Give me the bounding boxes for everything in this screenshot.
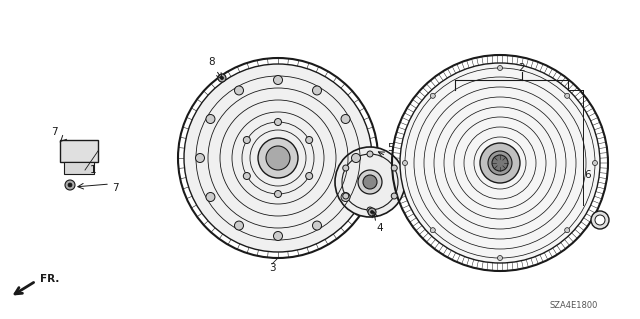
Circle shape [234, 221, 243, 230]
Circle shape [312, 86, 321, 95]
Circle shape [335, 147, 405, 217]
Bar [64, 162, 94, 174]
Circle shape [343, 165, 349, 171]
Circle shape [306, 173, 313, 180]
Circle shape [275, 118, 282, 125]
Circle shape [343, 193, 349, 199]
Circle shape [391, 193, 397, 199]
Circle shape [591, 211, 609, 229]
Circle shape [564, 228, 570, 233]
Circle shape [206, 192, 215, 202]
Circle shape [65, 180, 75, 190]
Text: 2: 2 [518, 63, 525, 73]
Circle shape [480, 143, 520, 183]
Circle shape [221, 77, 223, 79]
Circle shape [358, 170, 382, 194]
Circle shape [351, 153, 360, 162]
Circle shape [564, 93, 570, 98]
Circle shape [367, 207, 373, 213]
Circle shape [430, 93, 435, 98]
Text: 6: 6 [585, 170, 591, 180]
Circle shape [266, 146, 290, 170]
Circle shape [258, 138, 298, 178]
Circle shape [206, 115, 215, 123]
Circle shape [312, 221, 321, 230]
Circle shape [275, 190, 282, 197]
Text: 7: 7 [112, 183, 118, 193]
Circle shape [341, 192, 350, 202]
Circle shape [234, 86, 243, 95]
Circle shape [341, 115, 350, 123]
Text: FR.: FR. [40, 274, 60, 284]
Circle shape [367, 151, 373, 157]
Circle shape [593, 160, 598, 166]
Circle shape [218, 74, 226, 82]
Circle shape [184, 64, 372, 252]
Circle shape [488, 151, 512, 175]
Text: 8: 8 [209, 57, 215, 67]
Circle shape [403, 160, 408, 166]
Circle shape [371, 211, 374, 213]
Circle shape [68, 183, 72, 187]
Text: 7: 7 [51, 127, 58, 137]
Circle shape [243, 137, 250, 144]
Circle shape [368, 208, 376, 216]
Circle shape [363, 175, 377, 189]
Circle shape [430, 228, 435, 233]
Text: SZA4E1800: SZA4E1800 [550, 301, 598, 310]
Circle shape [400, 63, 600, 263]
Circle shape [595, 215, 605, 225]
Circle shape [273, 76, 282, 85]
Circle shape [497, 65, 502, 70]
Circle shape [492, 155, 508, 171]
Text: 3: 3 [269, 263, 275, 273]
Circle shape [243, 173, 250, 180]
Text: 5: 5 [387, 143, 394, 153]
Circle shape [391, 165, 397, 171]
Circle shape [195, 153, 205, 162]
Circle shape [497, 256, 502, 261]
Text: 4: 4 [377, 223, 383, 233]
Text: 1: 1 [90, 165, 96, 175]
Bar [60, 140, 98, 162]
Circle shape [273, 232, 282, 241]
Circle shape [306, 137, 313, 144]
